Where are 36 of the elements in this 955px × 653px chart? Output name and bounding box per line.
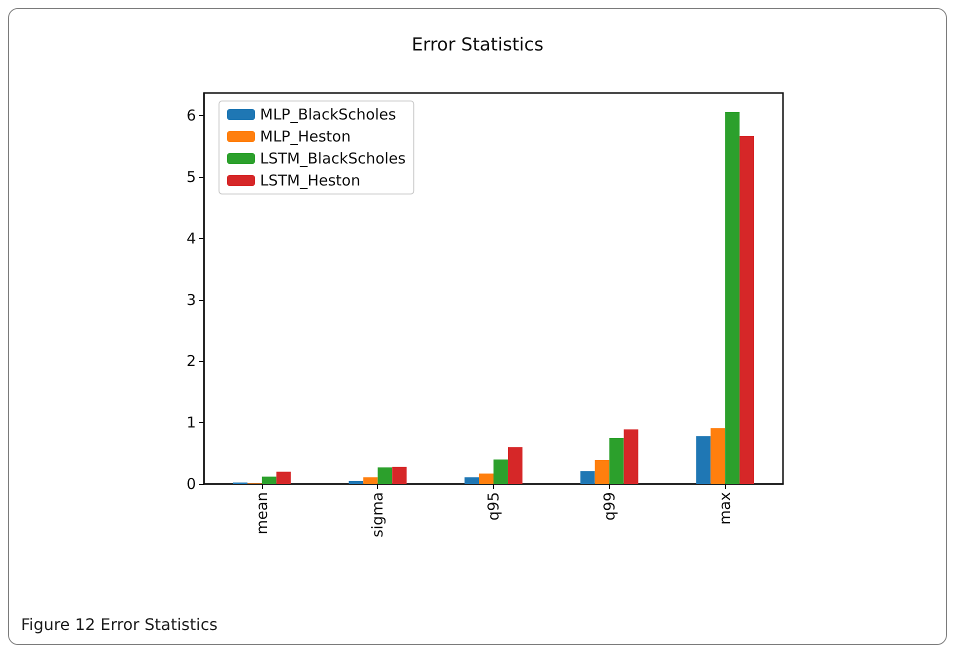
bar [580,471,595,484]
bar [464,477,480,484]
x-tick-label: max [716,492,734,525]
bar [508,447,522,484]
bar [348,480,364,484]
y-tick-label: 0 [186,475,196,493]
legend-label: LSTM_BlackScholes [260,150,406,168]
caption: Figure 12 Error Statistics [21,615,218,634]
bar [392,466,407,484]
bar [494,459,508,484]
chart-title: Error Statistics [412,34,544,56]
bar [594,460,610,484]
bar [363,477,378,484]
x-tick-label: mean [252,492,271,535]
x-tick-label: sigma [368,492,387,538]
bar [696,436,711,484]
legend-label: MLP_Heston [260,128,351,146]
y-tick-label: 3 [186,290,196,309]
y-tick-label: 2 [186,352,196,370]
bar [725,112,740,484]
y-tick-label: 6 [186,106,196,125]
bar [479,474,494,484]
bar [624,429,638,484]
bar [740,136,754,484]
bar [378,467,392,484]
y-tick-label: 5 [186,168,196,186]
bar [609,438,624,484]
y-tick-label: 4 [186,229,196,248]
y-tick-label: 1 [186,414,196,432]
bar [710,428,726,484]
legend-label: LSTM_Heston [260,172,360,190]
x-tick-label: q99 [600,492,618,521]
bar [276,472,291,484]
bar [262,476,276,484]
x-tick-label: q95 [484,492,502,521]
legend-label: MLP_BlackScholes [260,106,396,124]
